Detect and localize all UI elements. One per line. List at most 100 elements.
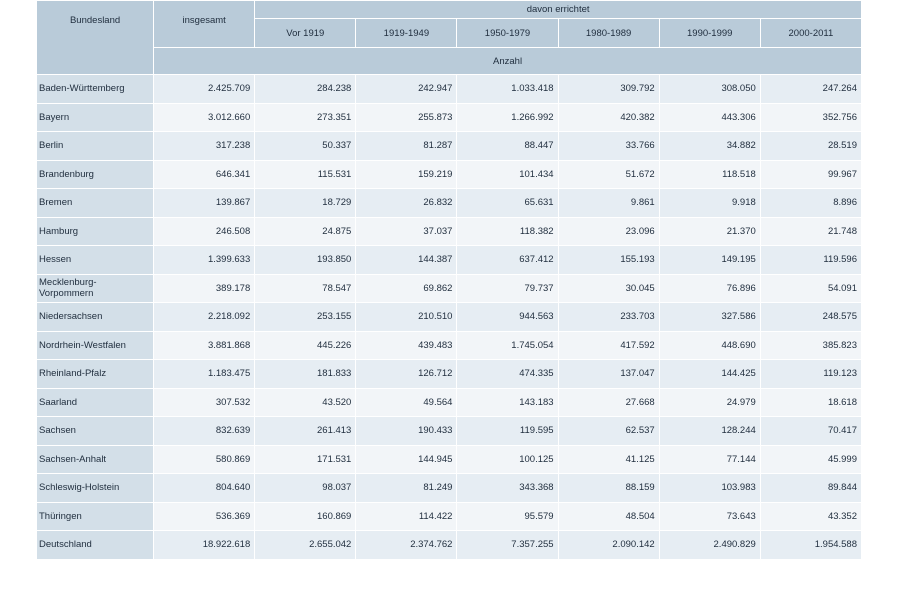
cell-period-value: 24.979 bbox=[658, 387, 761, 417]
cell-period-value: 51.672 bbox=[557, 159, 660, 189]
row-label-bundesland: Sachsen bbox=[35, 416, 155, 446]
cell-period-value: 128.244 bbox=[658, 416, 761, 446]
cell-period-value: 89.844 bbox=[759, 473, 863, 503]
row-label-bundesland: Bremen bbox=[35, 188, 155, 218]
statistics-table-container: Bundesland insgesamt davon errichtet Vor… bbox=[35, 0, 863, 560]
cell-period-value: 49.564 bbox=[355, 387, 458, 417]
cell-insgesamt: 139.867 bbox=[153, 188, 256, 218]
cell-period-value: 9.861 bbox=[557, 188, 660, 218]
cell-insgesamt: 2.218.092 bbox=[153, 302, 256, 332]
cell-insgesamt: 18.922.618 bbox=[153, 530, 256, 560]
table-row: Bayern 3.012.660 273.351 255.873 1.266.992 42… bbox=[35, 102, 863, 132]
column-header-period: 1980-1989 bbox=[557, 18, 660, 48]
column-header-period: 2000-2011 bbox=[759, 18, 863, 48]
cell-period-value: 2.655.042 bbox=[254, 530, 357, 560]
table-row: Hamburg 246.508 24.875 37.037 118.382 23.096 2… bbox=[35, 216, 863, 246]
cell-period-value: 21.748 bbox=[759, 216, 863, 246]
cell-period-value: 33.766 bbox=[557, 131, 660, 161]
row-label-bundesland: Brandenburg bbox=[35, 159, 155, 189]
row-label-bundesland: Rheinland-Pfalz bbox=[35, 359, 155, 389]
cell-period-value: 143.183 bbox=[456, 387, 559, 417]
cell-period-value: 1.033.418 bbox=[456, 74, 559, 104]
cell-period-value: 1.954.588 bbox=[759, 530, 863, 560]
cell-period-value: 248.575 bbox=[759, 302, 863, 332]
cell-period-value: 1.745.054 bbox=[456, 330, 559, 360]
cell-period-value: 343.368 bbox=[456, 473, 559, 503]
table-header: Bundesland insgesamt davon errichtet Vor… bbox=[35, 0, 863, 75]
cell-period-value: 181.833 bbox=[254, 359, 357, 389]
cell-period-value: 88.159 bbox=[557, 473, 660, 503]
cell-period-value: 171.531 bbox=[254, 444, 357, 474]
cell-period-value: 26.832 bbox=[355, 188, 458, 218]
column-header-bundesland: Bundesland bbox=[35, 0, 155, 75]
table-row: Rheinland-Pfalz 1.183.475 181.833 126.712 47… bbox=[35, 359, 863, 389]
cell-period-value: 7.357.255 bbox=[456, 530, 559, 560]
cell-period-value: 9.918 bbox=[658, 188, 761, 218]
cell-period-value: 41.125 bbox=[557, 444, 660, 474]
cell-period-value: 77.144 bbox=[658, 444, 761, 474]
cell-period-value: 95.579 bbox=[456, 501, 559, 531]
cell-period-value: 119.595 bbox=[456, 416, 559, 446]
row-label-bundesland: Hessen bbox=[35, 245, 155, 275]
cell-period-value: 73.643 bbox=[658, 501, 761, 531]
cell-insgesamt: 389.178 bbox=[153, 273, 256, 303]
cell-period-value: 8.896 bbox=[759, 188, 863, 218]
cell-period-value: 119.123 bbox=[759, 359, 863, 389]
cell-period-value: 65.631 bbox=[456, 188, 559, 218]
cell-period-value: 48.504 bbox=[557, 501, 660, 531]
table-row: Niedersachsen 2.218.092 253.155 210.510 944.… bbox=[35, 302, 863, 332]
cell-period-value: 1.266.992 bbox=[456, 102, 559, 132]
cell-period-value: 43.520 bbox=[254, 387, 357, 417]
cell-period-value: 100.125 bbox=[456, 444, 559, 474]
cell-period-value: 352.756 bbox=[759, 102, 863, 132]
cell-insgesamt: 646.341 bbox=[153, 159, 256, 189]
cell-period-value: 98.037 bbox=[254, 473, 357, 503]
cell-period-value: 50.337 bbox=[254, 131, 357, 161]
cell-insgesamt: 307.532 bbox=[153, 387, 256, 417]
cell-insgesamt: 246.508 bbox=[153, 216, 256, 246]
cell-period-value: 439.483 bbox=[355, 330, 458, 360]
row-label-bundesland: Saarland bbox=[35, 387, 155, 417]
row-label-bundesland: Niedersachsen bbox=[35, 302, 155, 332]
cell-period-value: 99.967 bbox=[759, 159, 863, 189]
row-label-bundesland: Thüringen bbox=[35, 501, 155, 531]
cell-period-value: 448.690 bbox=[658, 330, 761, 360]
table-row: Brandenburg 646.341 115.531 159.219 101.434 5… bbox=[35, 159, 863, 189]
column-header-period: 1950-1979 bbox=[456, 18, 559, 48]
cell-period-value: 45.999 bbox=[759, 444, 863, 474]
cell-period-value: 144.425 bbox=[658, 359, 761, 389]
cell-period-value: 69.862 bbox=[355, 273, 458, 303]
row-label-bundesland: Sachsen-Anhalt bbox=[35, 444, 155, 474]
row-label-bundesland: Bayern bbox=[35, 102, 155, 132]
cell-period-value: 126.712 bbox=[355, 359, 458, 389]
table-row: Bremen 139.867 18.729 26.832 65.631 9.861 9.91… bbox=[35, 188, 863, 218]
table-row: Saarland 307.532 43.520 49.564 143.183 27.668… bbox=[35, 387, 863, 417]
cell-insgesamt: 536.369 bbox=[153, 501, 256, 531]
cell-period-value: 944.563 bbox=[456, 302, 559, 332]
cell-insgesamt: 832.639 bbox=[153, 416, 256, 446]
cell-insgesamt: 804.640 bbox=[153, 473, 256, 503]
cell-period-value: 137.047 bbox=[557, 359, 660, 389]
cell-period-value: 18.729 bbox=[254, 188, 357, 218]
cell-period-value: 261.413 bbox=[254, 416, 357, 446]
cell-period-value: 327.586 bbox=[658, 302, 761, 332]
table-row: Deutschland 18.922.618 2.655.042 2.374.762 7… bbox=[35, 530, 863, 560]
cell-insgesamt: 1.399.633 bbox=[153, 245, 256, 275]
cell-insgesamt: 3.012.660 bbox=[153, 102, 256, 132]
cell-period-value: 445.226 bbox=[254, 330, 357, 360]
cell-period-value: 88.447 bbox=[456, 131, 559, 161]
cell-period-value: 242.947 bbox=[355, 74, 458, 104]
table-row: Berlin 317.238 50.337 81.287 88.447 33.766 34.… bbox=[35, 131, 863, 161]
cell-period-value: 115.531 bbox=[254, 159, 357, 189]
cell-period-value: 79.737 bbox=[456, 273, 559, 303]
cell-period-value: 309.792 bbox=[557, 74, 660, 104]
cell-period-value: 54.091 bbox=[759, 273, 863, 303]
cell-period-value: 385.823 bbox=[759, 330, 863, 360]
table-row: Mecklenburg-Vorpommern 389.178 78.547 69.86… bbox=[35, 273, 863, 303]
table-body: Baden-Württemberg 2.425.709 284.238 242.947… bbox=[35, 74, 863, 560]
cell-insgesamt: 317.238 bbox=[153, 131, 256, 161]
unit-header-anzahl: Anzahl bbox=[153, 47, 862, 75]
table-row: Thüringen 536.369 160.869 114.422 95.579 48.5… bbox=[35, 501, 863, 531]
cell-insgesamt: 580.869 bbox=[153, 444, 256, 474]
table-row: Schleswig-Holstein 804.640 98.037 81.249 343… bbox=[35, 473, 863, 503]
